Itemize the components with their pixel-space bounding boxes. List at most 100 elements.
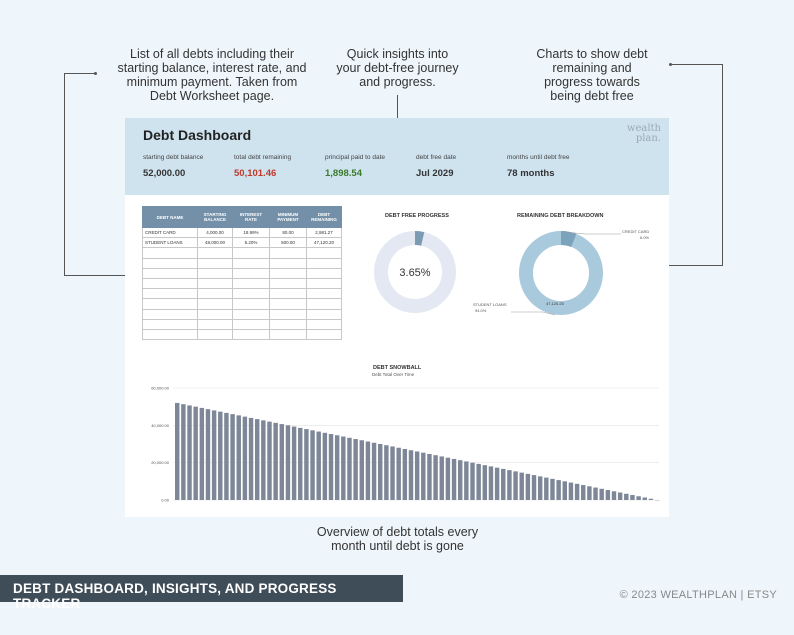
table-cell [142, 308, 198, 320]
stat-label-free-date: debt free date [416, 154, 457, 161]
snowball-bar [254, 419, 260, 500]
table-cell [269, 257, 307, 269]
debt-table: DEBT NAME STARTING BALANCE INTEREST RATE… [142, 206, 342, 341]
table-cell [306, 328, 342, 341]
snowball-bar [193, 406, 198, 500]
footer-banner: DEBT DASHBOARD, INSIGHTS, AND PROGRESS T… [0, 575, 403, 611]
snowball-chart: 60,000.00 40,000.00 20,000.00 0.00 [151, 386, 660, 503]
column-header: DEBT NAME [142, 206, 198, 228]
table-cell [232, 308, 270, 320]
connector-line [64, 275, 170, 276]
snowball-bar [181, 404, 186, 500]
column-header: DEBT REMAINING [306, 206, 342, 228]
snowball-bar [427, 453, 432, 500]
snowball-bar [218, 411, 223, 500]
snowball-bar [205, 409, 211, 500]
table-row: CREDIT CARD 4,000.00 18.99% 80.00 2,981.27 [142, 226, 342, 239]
stat-label-principal: principal paid to date [325, 154, 385, 161]
table-cell [142, 298, 198, 310]
snowball-bar [279, 424, 285, 500]
column-header: STARTING BALANCE [197, 206, 233, 228]
table-cell [232, 277, 270, 290]
table-cell [232, 257, 270, 269]
table-cell [232, 318, 270, 330]
table-cell [269, 288, 307, 300]
table-cell [142, 318, 198, 330]
stat-label-remaining: total debt remaining [234, 154, 292, 161]
snowball-bar [316, 431, 321, 500]
snowball-bar [359, 440, 364, 500]
table-cell: CREDIT CARD [142, 226, 198, 239]
stat-value-free-date: Jul 2029 [416, 168, 454, 179]
connector-line [64, 73, 65, 276]
table-annotation: List of all debts including their starti… [117, 47, 307, 103]
table-cell [197, 257, 233, 269]
snowball-bar [267, 421, 272, 500]
copyright-text: © 2023 WEALTHPLAN | ETSY [619, 589, 777, 601]
table-cell [232, 267, 270, 279]
table-cell: 4,000.00 [197, 226, 233, 239]
snowball-bar [574, 483, 580, 500]
table-row [142, 247, 342, 259]
student-loans-slice-value: 47,120.20 [546, 301, 564, 306]
charts-annotation: Charts to show debt remaining and progre… [536, 47, 648, 103]
table-cell [142, 328, 198, 341]
table-cell: 500.00 [269, 237, 307, 249]
connector-dot [669, 63, 672, 66]
snowball-bar [648, 498, 654, 500]
table-cell [269, 267, 307, 279]
connector-dot [94, 72, 97, 75]
column-header: INTEREST RATE [232, 206, 270, 228]
snowball-bar [402, 448, 408, 500]
table-row [142, 277, 342, 290]
snowball-bar [593, 487, 598, 500]
stat-value-principal: 1,898.54 [325, 168, 362, 179]
table-row [142, 267, 342, 279]
snowball-bar [544, 477, 549, 500]
snowball-bar [556, 480, 561, 500]
snowball-bar [230, 414, 235, 500]
snowball-bar [636, 496, 641, 500]
snowball-bar [642, 497, 647, 500]
connector-line [64, 73, 96, 74]
snowball-bar [211, 410, 217, 500]
snowball-bar [482, 465, 488, 500]
column-header: MINIMUM PAYMENT [269, 206, 307, 228]
snowball-bar [390, 446, 395, 500]
table-cell [306, 318, 342, 330]
free-progress-title: DEBT FREE PROGRESS [385, 213, 449, 219]
table-cell [306, 298, 342, 310]
table-cell [269, 318, 307, 330]
table-cell [306, 308, 342, 320]
table-row [142, 308, 342, 320]
table-cell: 18.99% [232, 226, 270, 239]
table-cell [306, 277, 342, 290]
snowball-bar [414, 451, 420, 500]
credit-card-slice-label: CREDIT CARD [622, 229, 650, 234]
snowball-bar [507, 470, 512, 500]
snowball-bar [457, 460, 463, 500]
snowball-bar [550, 478, 555, 500]
y-tick-label: 40,000.00 [151, 423, 170, 428]
table-cell [142, 257, 198, 269]
snowball-bar [630, 495, 635, 500]
snowball-bar [298, 427, 303, 500]
table-cell [197, 288, 233, 300]
snowball-bar [519, 472, 524, 500]
snowball-bar [273, 422, 278, 500]
snowball-bar [384, 445, 389, 500]
breakdown-donut [519, 231, 603, 315]
snowball-bar [501, 468, 506, 500]
student-loans-slice-pct: 94.0% [475, 308, 487, 313]
snowball-bar [242, 416, 248, 500]
snowball-bar [599, 488, 604, 500]
connector-line [638, 265, 723, 266]
connector-line [671, 64, 722, 65]
snowball-bar [476, 463, 481, 500]
snowball-bar [248, 417, 254, 500]
table-cell: 80.00 [269, 226, 307, 239]
snowball-bar [365, 441, 371, 500]
snowball-bar [611, 491, 617, 500]
snowball-bar [605, 490, 611, 500]
table-cell [306, 247, 342, 259]
